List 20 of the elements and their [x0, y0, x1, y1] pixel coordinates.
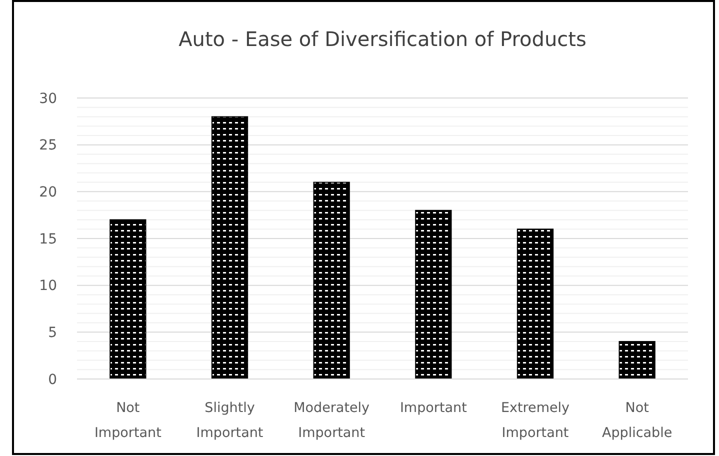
bar	[211, 116, 248, 380]
x-tick-label: Not Important	[94, 400, 162, 441]
bar	[313, 182, 350, 380]
x-tick-label: Extremely Important	[500, 400, 570, 441]
y-tick-label: 25	[39, 138, 57, 154]
bar	[618, 341, 656, 380]
bar	[415, 210, 452, 380]
y-tick-label: 5	[48, 325, 57, 342]
y-tick-label: 0	[48, 372, 57, 388]
x-tick-label: Not Applicable	[602, 400, 672, 441]
y-tick-label: 10	[39, 278, 57, 294]
bar	[110, 219, 146, 380]
x-tick-label: Moderately Important	[294, 400, 370, 441]
y-tick-label: 15	[39, 231, 57, 248]
y-tick-label: 20	[39, 184, 57, 201]
y-tick-label: 30	[39, 90, 57, 107]
chart-title: Auto - Ease of Diversification of Products	[178, 27, 586, 51]
x-tick-label: Important	[400, 400, 467, 416]
bar	[516, 228, 554, 380]
x-tick-label: Slightly Important	[196, 400, 264, 441]
